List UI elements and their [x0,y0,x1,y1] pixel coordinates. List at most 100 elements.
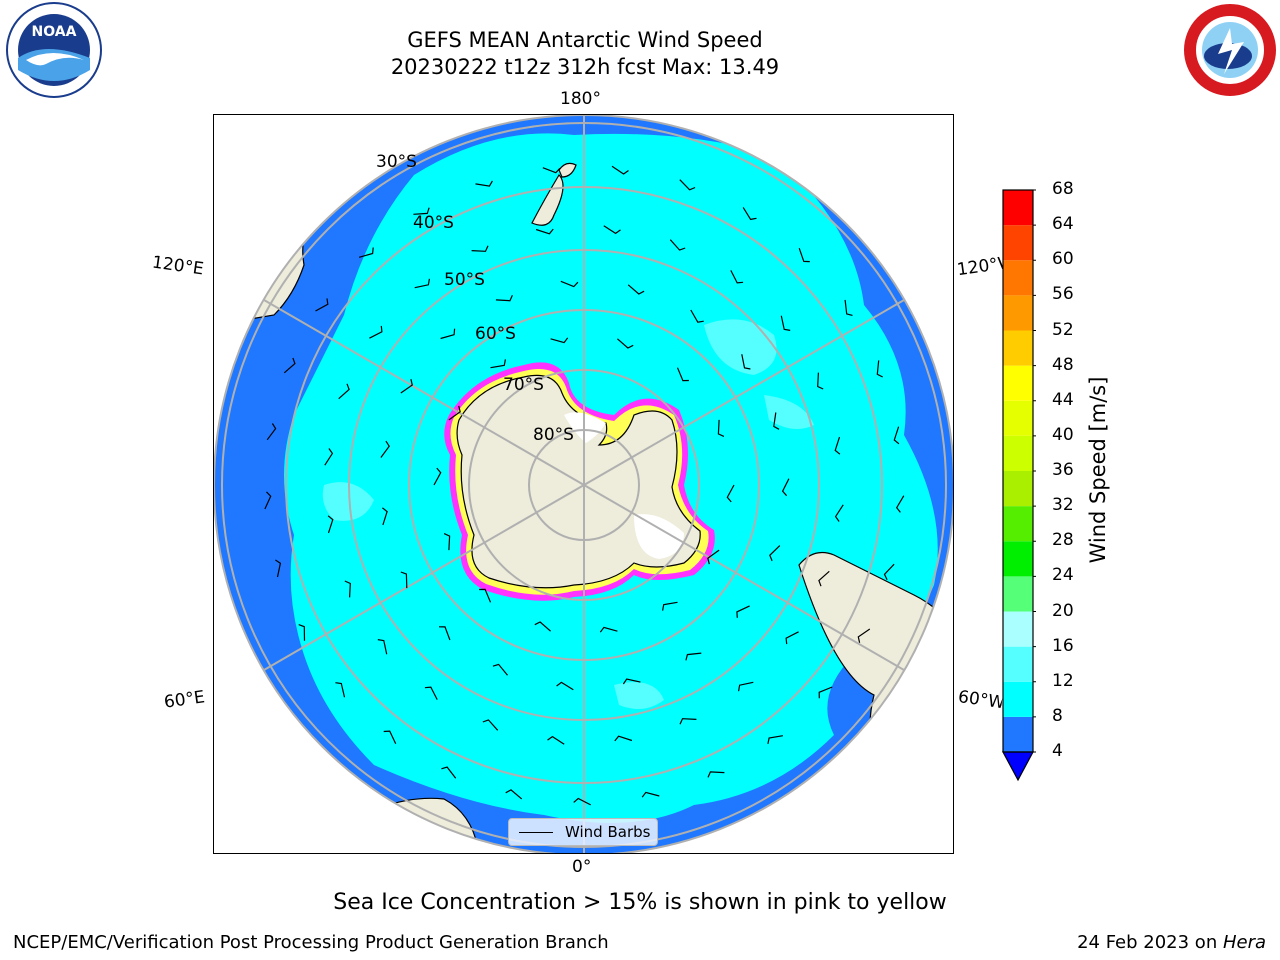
wind-barb [781,478,790,497]
colorbar-segment [1003,190,1033,226]
wind-barb [547,735,565,745]
wind-barb [556,681,574,691]
wind-barb [413,207,430,215]
wind-barb [690,309,704,323]
colorbar-under-arrow [1001,751,1035,782]
colorbar-tick-label: 36 [1052,460,1074,480]
wind-barb [676,367,689,382]
wind-barb [627,284,645,295]
wind-barb [382,507,388,526]
wind-barb [383,730,397,744]
wind-barb [535,228,554,235]
wind-barb [475,180,493,187]
wind-barb [298,624,306,641]
colorbar-tick-label: 60 [1052,249,1074,270]
wind-barb [669,239,686,251]
ocean-light-1 [704,319,777,375]
colorbar-segment [1003,646,1033,682]
colorbar-segment [1003,506,1033,542]
colorbar-segment [1003,681,1033,717]
wind-barb [448,405,461,421]
wind-barb [542,167,561,174]
wind-barb [726,484,735,503]
colorbar-tick-label: 4 [1052,741,1063,761]
polar-map [213,114,954,854]
wind-barb [443,533,451,551]
wind-barb [324,448,334,466]
wind-barb [471,245,489,252]
wind-barb [400,379,413,394]
colorbar-tick-label: 20 [1052,600,1074,621]
wind-barb [741,354,751,370]
colorbar-segment [1003,330,1033,366]
wind-barb [611,165,629,175]
wind-barb [433,467,442,486]
wind-barb [834,436,841,455]
lon-label-top: 180° [560,89,601,109]
wind-barb [573,797,591,806]
wind-barb [335,682,346,698]
wind-barb [264,491,272,510]
colorbar-tick-label: 8 [1052,705,1063,726]
wind-barbs [264,165,905,806]
lon-label-lower-right: 60°W [956,687,1004,713]
wind-barb [599,626,618,633]
wind-barb [844,299,853,316]
wind-barb [534,621,551,632]
colorbar-tick-label: 28 [1052,530,1074,551]
colorbar-tick-label: 12 [1052,670,1074,691]
wind-barb [662,601,678,611]
wind-barb [400,571,408,589]
wind-barb [482,719,499,731]
ocean-light-3 [764,395,814,429]
wind-barb [617,338,634,349]
wind-barb [315,298,329,312]
wind-barb [883,563,895,581]
colorbar-segment [1003,295,1033,331]
lat-label-40s: 40°S [413,213,454,233]
ocean-light-4 [614,682,664,709]
nws-logo [1180,2,1280,98]
wind-barb [614,735,633,742]
colorbar-svg [1001,189,1037,782]
new-zealand [531,162,577,226]
ice-shelf-weddell [634,514,684,559]
wind-barb [603,225,621,235]
wind-barb [685,652,702,661]
wind-barb [377,639,388,655]
wind-barb [773,412,780,430]
colorbar-segment [1003,716,1033,752]
wind-barb [780,315,791,331]
colorbar [1000,186,1037,786]
legend-label: Wind Barbs [565,823,651,841]
wind-barb [266,423,277,441]
noaa-logo: NOAA [4,0,104,100]
footer-host: Hera [1222,932,1266,953]
colorbar-tick-label: 32 [1052,495,1074,516]
wind-barb [767,735,783,745]
lat-label-50s: 50°S [444,270,485,290]
wind-barb [492,663,508,676]
wind-barb [679,718,697,725]
graticule [221,115,947,853]
colorbar-tick-label: 44 [1052,389,1074,410]
wind-barb [738,681,754,692]
wind-barb [895,495,905,513]
colorbar-segment [1003,435,1033,471]
wind-barb [560,280,579,288]
colorbar-title: Wind Speed [m/s] [1086,376,1110,564]
wind-barb [769,545,781,562]
colorbar-tick-label: 24 [1052,565,1074,586]
footer-date-text: 24 Feb 2023 on [1077,932,1223,953]
madagascar [214,766,298,816]
wind-barb [550,337,569,344]
wind-barb [380,440,390,458]
wind-barb [275,559,282,578]
chart-title: GEFS MEAN Antarctic Wind Speed [407,28,763,52]
wind-barb [438,626,451,641]
wind-barb [730,270,744,284]
map-svg [214,115,953,853]
map-legend: Wind Barbs [508,818,658,846]
lat-label-80s: 80°S [533,425,574,445]
wind-barb [495,294,513,302]
